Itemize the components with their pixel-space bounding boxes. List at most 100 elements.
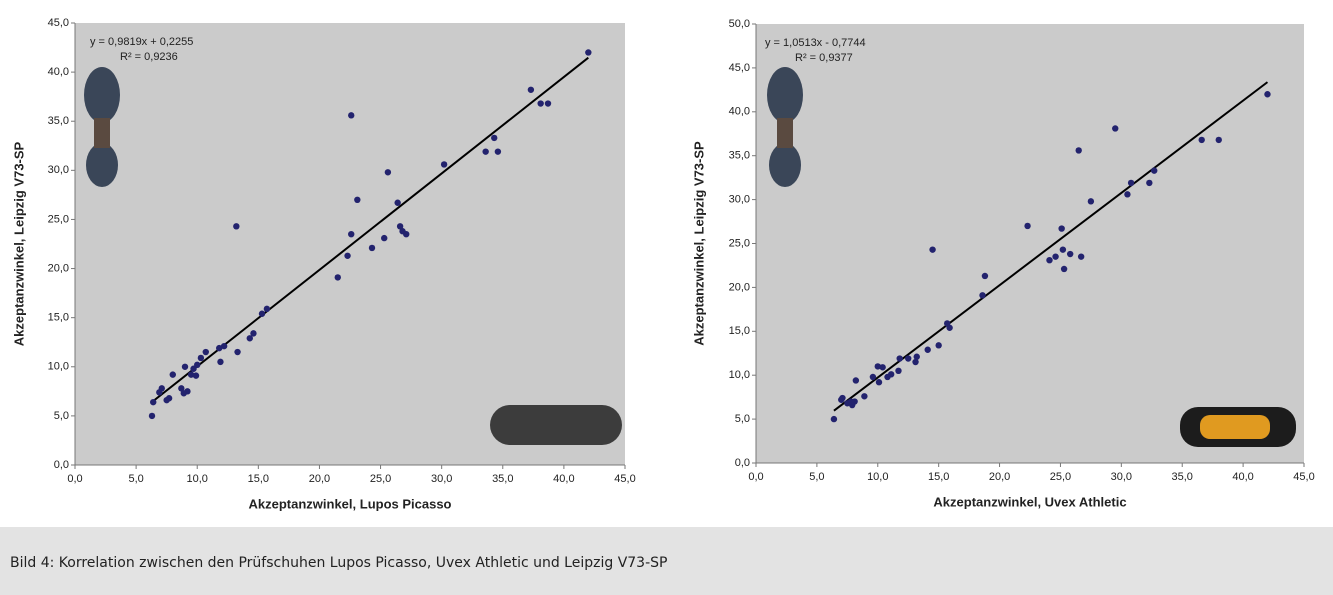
data-point [913,353,920,360]
data-point [1046,256,1053,264]
plot-area [756,24,1304,463]
figure: 0,0 5,0 10,0 15,0 20,0 25,0 30,0 35,0 40,0 45,0 0,… [11,17,1314,512]
y-tick-label: 40,0 [729,106,750,118]
data-point [348,112,355,119]
data-point [896,355,903,362]
x-tick-label: 20,0 [989,471,1010,483]
x-tick-label: 0,0 [67,473,82,485]
data-point [187,371,195,378]
r-squared: R² = 0,9236 [120,51,178,63]
x-tick-label: 5,0 [809,471,824,483]
data-point [1087,198,1095,205]
y-tick-label: 10,0 [729,369,750,381]
data-point [861,393,868,400]
data-point [344,252,351,259]
data-point [180,390,187,397]
data-point [156,389,163,396]
data-point [381,234,388,242]
data-point [544,100,552,107]
data-point [334,274,341,281]
r-squared: R² = 0,9377 [795,52,853,64]
data-point [875,379,883,386]
data-point [537,100,544,107]
x-tick-label: 40,0 [553,473,574,485]
x-tick-label: 0,0 [748,471,763,483]
y-tick-label: 50,0 [729,18,750,30]
data-point [148,412,156,420]
data-point [1066,250,1074,258]
x-tick-label: 25,0 [1050,471,1071,483]
data-point [169,371,176,378]
data-point [394,199,401,206]
x-tick-label: 35,0 [1172,471,1193,483]
data-point [491,134,498,142]
data-point [979,292,986,299]
x-tick-label: 5,0 [128,473,143,485]
x-tick-label: 30,0 [431,473,452,485]
x-tick-label: 35,0 [492,473,513,485]
y-tick-label: 25,0 [729,237,750,249]
y-tick-label: 0,0 [735,457,750,469]
x-tick-label: 15,0 [928,471,949,483]
data-point [847,398,855,405]
data-point [216,344,223,352]
data-point [354,196,361,203]
data-point [869,373,877,381]
x-tick-label: 20,0 [309,473,330,485]
data-point [1060,265,1068,273]
x-tick-label: 25,0 [370,473,391,485]
data-point [1124,191,1131,198]
x-tick-label: 45,0 [1293,471,1314,483]
data-point [838,396,845,403]
data-point [163,396,170,404]
data-point [440,161,448,168]
data-point [884,373,891,381]
y-tick-label: 20,0 [729,281,750,293]
data-point [852,377,860,384]
data-point [935,342,942,349]
x-axis-title: Akzeptanzwinkel, Uvex Athletic [933,494,1126,509]
data-point [263,305,271,313]
data-point [178,385,185,392]
y-tick-label: 10,0 [48,361,69,373]
data-point [929,246,936,253]
data-point [384,169,392,176]
y-tick-label: 40,0 [48,66,69,78]
data-point [1215,136,1222,144]
x-tick-label: 40,0 [1232,471,1253,483]
data-point [895,367,902,375]
data-point [494,148,502,155]
data-point [396,223,404,230]
data-point [1151,167,1158,174]
y-tick-label: 30,0 [729,194,750,206]
data-point [1146,179,1153,187]
x-tick-label: 30,0 [1111,471,1132,483]
y-tick-label: 25,0 [48,213,69,225]
data-point [217,358,224,366]
data-point [150,398,157,406]
y-tick-label: 35,0 [729,150,750,162]
data-point [879,364,886,371]
y-tick-label: 30,0 [48,164,69,176]
x-tick-label: 10,0 [867,471,888,483]
x-tick-label: 45,0 [614,473,635,485]
data-point [874,363,881,370]
data-point [1077,253,1085,260]
data-point [1198,136,1205,144]
y-tick-label: 45,0 [729,62,750,74]
data-point [197,354,205,362]
data-point [482,148,489,155]
y-tick-label: 45,0 [48,17,69,29]
trendline-equation: y = 1,0513x - 0,7744 [765,37,866,49]
data-point [1052,253,1059,260]
data-point [233,223,240,230]
data-point [220,342,228,350]
caption: Bild 4: Korrelation zwischen den Prüfsch… [0,527,1333,595]
data-point [924,346,931,353]
y-tick-label: 20,0 [48,262,69,274]
data-point [192,372,200,379]
data-point [946,324,953,331]
data-point [1059,246,1067,253]
y-tick-label: 35,0 [48,115,69,127]
